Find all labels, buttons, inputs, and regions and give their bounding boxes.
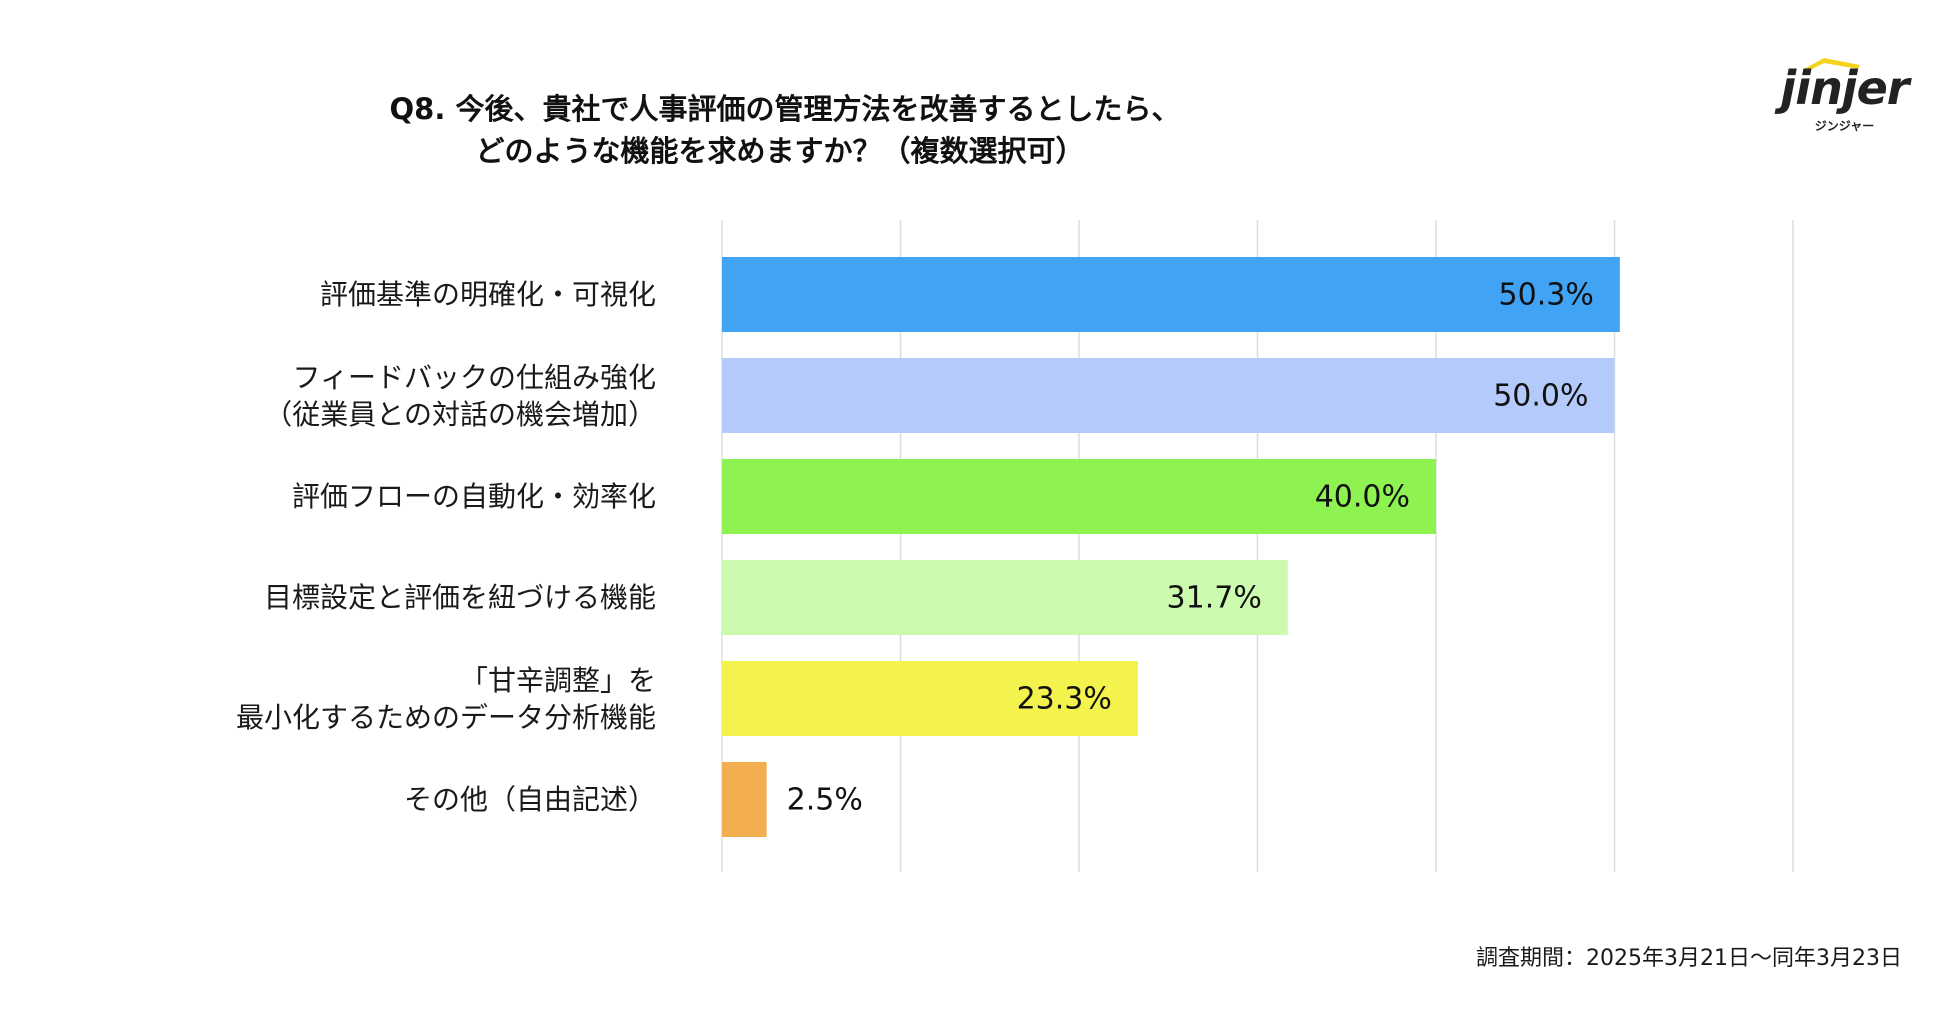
category-label: フィードバックの仕組み強化 （従業員との対話の機会増加） [264,360,656,431]
bar [722,358,1615,433]
jinjer-logo: jinjer ジンジャー [1772,55,1917,140]
data-label: 2.5% [787,783,863,818]
bar [722,661,1138,736]
chart-title-line1: Q8. 今後、貴社で人事評価の管理方法を改善するとしたら、 [389,92,1181,126]
bar [722,762,767,837]
logo-roof-icon [1804,58,1860,71]
data-label: 31.7% [1167,581,1262,616]
bar [722,560,1288,635]
category-label: 「甘辛調整」を 最小化するためのデータ分析機能 [235,663,656,734]
category-label: 評価フローの自動化・効率化 [291,480,656,513]
data-label: 50.3% [1499,278,1594,313]
data-label-layer: 50.3% 50.0% 40.0% 31.7% 23.3% 2.5% [787,278,1594,818]
data-label: 23.3% [1017,682,1112,717]
category-label: 評価基準の明確化・可視化 [319,278,656,311]
category-label: 目標設定と評価を紐づける機能 [263,581,656,614]
bar-layer [722,257,1620,837]
chart-title: Q8. 今後、貴社で人事評価の管理方法を改善するとしたら、 どのような機能を求め… [0,88,1950,172]
chart-title-line2: どのような機能を求めますか？（複数選択可） [475,134,1085,168]
data-label: 50.0% [1493,379,1588,414]
bar [722,257,1620,332]
survey-period-note: 調査期間：2025年3月21日〜同年3月23日 [1476,946,1902,971]
category-label: その他（自由記述） [403,783,656,816]
logo-wordmark: jinjer [1780,61,1910,115]
logo-subtitle: ジンジャー [1814,119,1875,133]
bar [722,459,1436,534]
data-label: 40.0% [1315,480,1410,515]
